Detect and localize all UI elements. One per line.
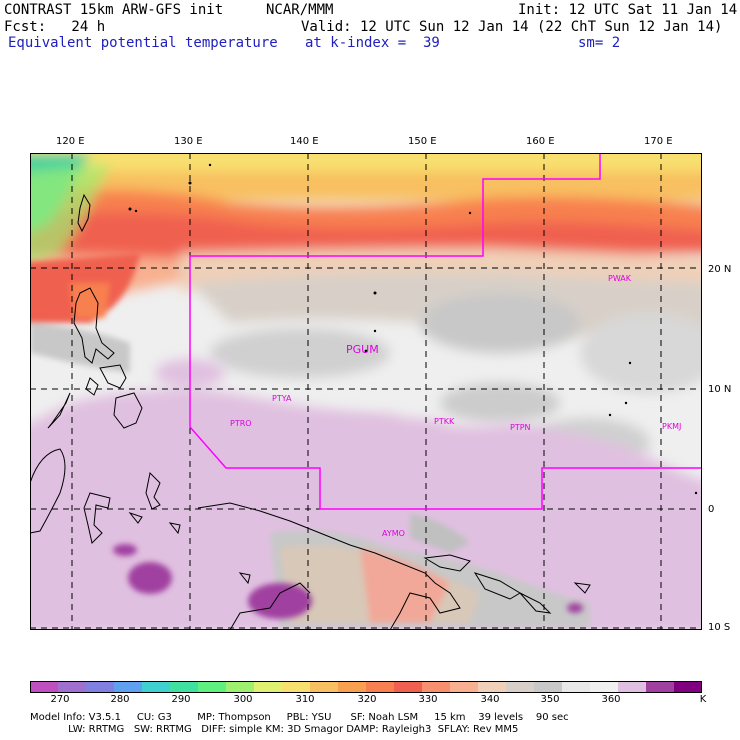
colorbar-cell bbox=[366, 681, 395, 693]
cbar-unit: K bbox=[699, 694, 707, 705]
station-ptpn: PTPN bbox=[510, 423, 531, 432]
map-frame bbox=[30, 153, 702, 630]
lon-tick-160: 160 E bbox=[526, 136, 555, 147]
cbar-label-280: 280 bbox=[110, 694, 130, 705]
colorbar-cell bbox=[506, 681, 535, 693]
colorbar-cell bbox=[310, 681, 339, 693]
smoothing-info: sm= 2 bbox=[578, 35, 621, 51]
colorbar-cell bbox=[226, 681, 255, 693]
station-pkmj: PKMJ bbox=[662, 422, 681, 431]
lat-tick-0: 0 bbox=[708, 504, 715, 515]
colorbar-cell bbox=[58, 681, 87, 693]
station-ptro: PTRO bbox=[230, 419, 252, 428]
model-title: CONTRAST 15km ARW-GFS init bbox=[4, 2, 224, 18]
colorbar-cell bbox=[114, 681, 143, 693]
colorbar-cell bbox=[198, 681, 227, 693]
colorbar-cell bbox=[282, 681, 311, 693]
cbar-label-340: 340 bbox=[480, 694, 500, 705]
cbar-label-330: 330 bbox=[418, 694, 438, 705]
colorbar-cell bbox=[394, 681, 423, 693]
station-aymo: AYMO bbox=[382, 529, 405, 538]
field-name: Equivalent potential temperature bbox=[8, 35, 278, 51]
station-ptkk: PTKK bbox=[434, 417, 455, 426]
lon-tick-120: 120 E bbox=[56, 136, 85, 147]
colorbar-cell bbox=[478, 681, 507, 693]
colorbar-cell bbox=[534, 681, 563, 693]
colorbar-cell bbox=[142, 681, 171, 693]
theta-e-map: PGUM PWAK PTYA PTRO PTKK PTPN PKMJ AYMO bbox=[30, 153, 702, 630]
lon-tick-130: 130 E bbox=[174, 136, 203, 147]
station-ptya: PTYA bbox=[272, 394, 292, 403]
cbar-label-310: 310 bbox=[295, 694, 315, 705]
cbar-label-350: 350 bbox=[540, 694, 560, 705]
colorbar-cell bbox=[338, 681, 367, 693]
colorbar-cell bbox=[254, 681, 283, 693]
init-time: Init: 12 UTC Sat 11 Jan 14 bbox=[518, 2, 738, 18]
lon-tick-150: 150 E bbox=[408, 136, 437, 147]
station-pwak: PWAK bbox=[608, 274, 632, 283]
cbar-label-290: 290 bbox=[171, 694, 191, 705]
colorbar-cell bbox=[86, 681, 115, 693]
colorbar-cell bbox=[562, 681, 591, 693]
colorbar-cell bbox=[590, 681, 619, 693]
station-labels: PGUM PWAK PTYA PTRO PTKK PTPN PKMJ AYMO bbox=[230, 274, 681, 538]
colorbar-cell bbox=[450, 681, 479, 693]
cbar-label-300: 300 bbox=[233, 694, 253, 705]
valid-time: Valid: 12 UTC Sun 12 Jan 14 (22 ChT Sun … bbox=[301, 19, 723, 35]
colorbar-cell bbox=[618, 681, 647, 693]
lon-tick-140: 140 E bbox=[290, 136, 319, 147]
lat-tick-10s: 10 S bbox=[708, 622, 731, 633]
colorbar-cell bbox=[422, 681, 451, 693]
colorbar-cell bbox=[674, 681, 702, 693]
nested-domain-border bbox=[189, 153, 702, 510]
coastlines bbox=[30, 193, 591, 630]
institution: NCAR/MMM bbox=[266, 2, 334, 18]
island-dots bbox=[128, 163, 698, 495]
forecast-hour: Fcst: 24 h bbox=[4, 19, 106, 35]
lon-tick-170: 170 E bbox=[644, 136, 673, 147]
level-info: at k-index = 39 bbox=[305, 35, 440, 51]
cbar-label-270: 270 bbox=[50, 694, 70, 705]
colorbar bbox=[30, 681, 702, 693]
lat-tick-20n: 20 N bbox=[708, 264, 732, 275]
colorbar-cell bbox=[170, 681, 199, 693]
model-info-line2: LW: RRTMG SW: RRTMG DIFF: simple KM: 3D … bbox=[30, 724, 519, 735]
model-info-line1: Model Info: V3.5.1 CU: G3 MP: Thompson P… bbox=[30, 712, 569, 723]
colorbar-cell bbox=[646, 681, 675, 693]
station-pgum: PGUM bbox=[346, 343, 379, 356]
lat-tick-10n: 10 N bbox=[708, 384, 732, 395]
cbar-label-320: 320 bbox=[357, 694, 377, 705]
colorbar-cell bbox=[30, 681, 59, 693]
cbar-label-360: 360 bbox=[601, 694, 621, 705]
shaded-field: PGUM PWAK PTYA PTRO PTKK PTPN PKMJ AYMO bbox=[30, 153, 702, 630]
